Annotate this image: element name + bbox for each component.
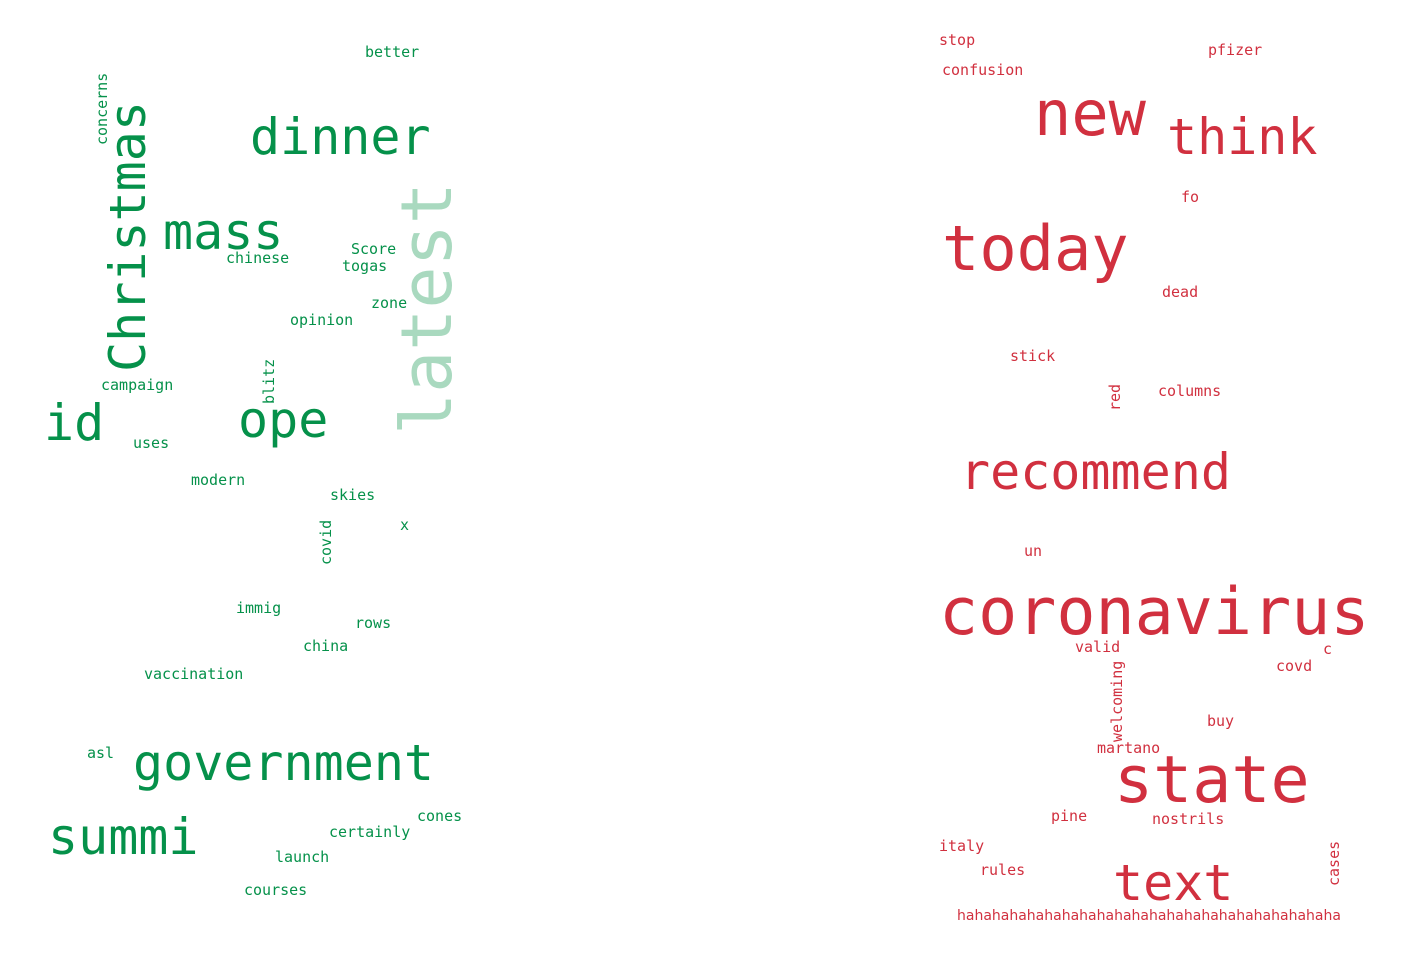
word: launch: [275, 848, 330, 866]
word: blitz: [260, 358, 278, 404]
word: immig: [236, 599, 282, 617]
word: cones: [417, 807, 463, 825]
word: pfizer: [1208, 41, 1263, 59]
word: italy: [939, 837, 985, 855]
word: zone: [371, 294, 408, 312]
word: Score: [351, 240, 397, 258]
word: covid: [317, 519, 335, 565]
word: uses: [133, 434, 170, 452]
word: rules: [980, 861, 1026, 879]
word: certainly: [329, 823, 411, 841]
word: china: [303, 637, 349, 655]
word: stick: [1010, 347, 1056, 365]
word: nostrils: [1152, 810, 1225, 828]
word: c: [1323, 640, 1333, 658]
word: columns: [1158, 382, 1222, 400]
word: summi: [48, 808, 199, 866]
word: opinion: [290, 311, 354, 329]
word: ope: [238, 391, 329, 449]
word: recommend: [960, 443, 1231, 501]
word: courses: [244, 881, 308, 899]
word: covd: [1276, 657, 1313, 675]
word: welcoming: [1108, 660, 1126, 742]
word-cloud-right: stop confusion pfizer new think fo today…: [920, 0, 1400, 966]
word: text: [1113, 854, 1234, 912]
word: today: [942, 212, 1129, 285]
word: modern: [191, 471, 246, 489]
word: mass: [163, 203, 284, 261]
word: better: [365, 43, 420, 61]
word: chinese: [226, 249, 290, 267]
word: rows: [355, 614, 392, 632]
word: fo: [1181, 188, 1200, 206]
word: confusion: [942, 61, 1024, 79]
word: martano: [1097, 739, 1161, 757]
word: government: [133, 734, 435, 792]
word: state: [1114, 743, 1310, 818]
word: x: [400, 516, 410, 534]
word: think: [1167, 108, 1318, 166]
word: cases: [1325, 840, 1343, 886]
word: skies: [330, 486, 376, 504]
word: red: [1106, 383, 1124, 411]
word: coronavirus: [939, 575, 1370, 650]
word: Christmas: [99, 101, 157, 372]
word-cloud-left: better concerns dinner Christmas mass la…: [0, 0, 480, 966]
word: id: [44, 394, 105, 452]
word: pine: [1051, 807, 1088, 825]
word: buy: [1207, 712, 1235, 730]
word: asl: [87, 744, 115, 762]
word: dead: [1162, 283, 1199, 301]
word: dinner: [250, 108, 431, 166]
word: stop: [939, 31, 976, 49]
word: campaign: [101, 376, 174, 394]
word: new: [1034, 77, 1146, 150]
word: togas: [342, 257, 388, 275]
word: valid: [1075, 638, 1121, 656]
word: vaccination: [144, 665, 244, 683]
word: hahahahahahahahahahahahahahahahahahahaha…: [957, 908, 1341, 924]
word: un: [1024, 542, 1043, 560]
